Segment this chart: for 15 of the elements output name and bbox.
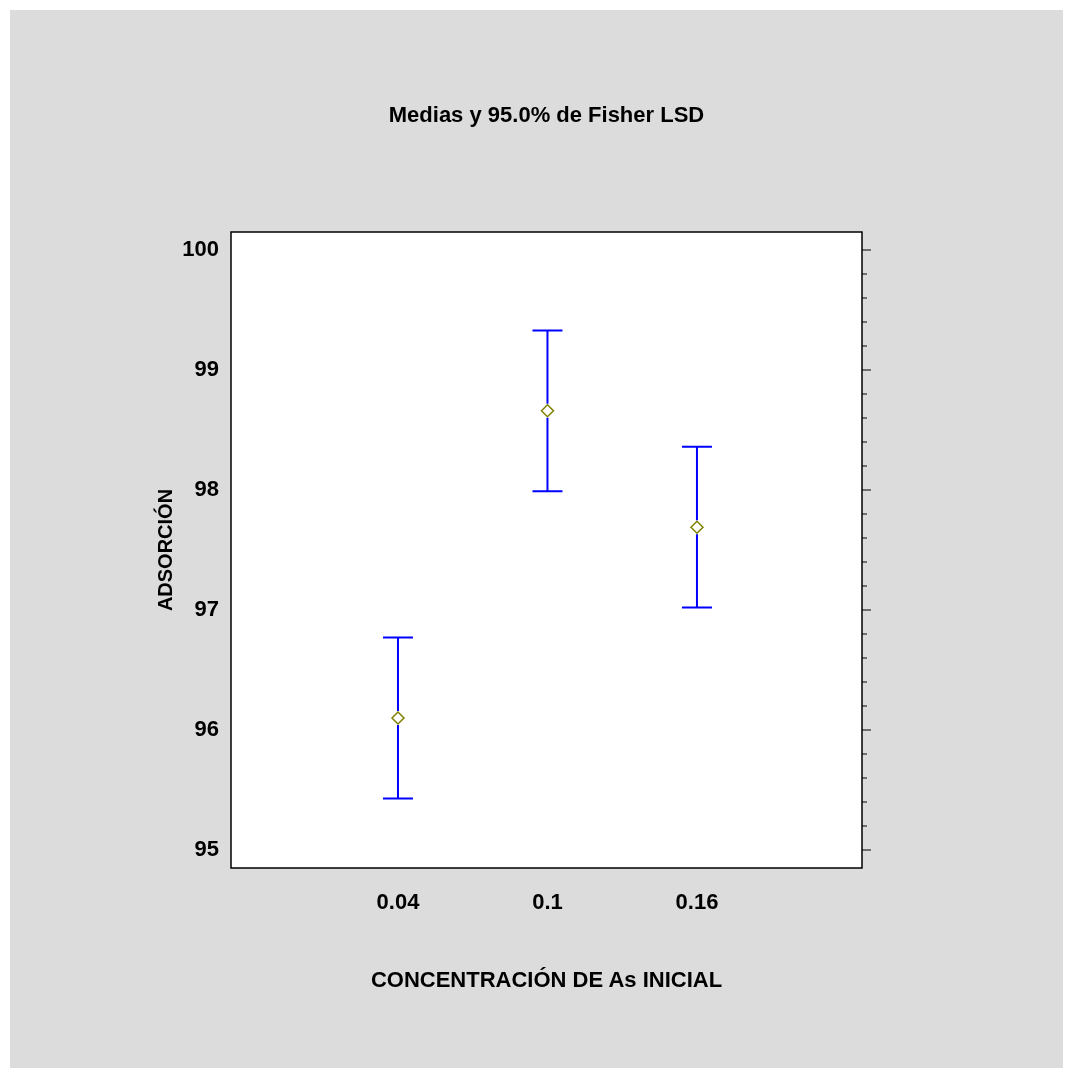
- chart-title: Medias y 95.0% de Fisher LSD: [388, 102, 705, 128]
- point: [690, 520, 704, 534]
- y-tick-label: 96: [194, 716, 219, 742]
- point: [540, 404, 555, 418]
- x-tick-label: 0.1: [532, 889, 563, 915]
- y-axis-title: ADSORCIÓN: [152, 488, 176, 612]
- point: [391, 711, 405, 725]
- y-tick-label: 95: [194, 836, 219, 862]
- y-tick-label: 98: [194, 476, 219, 502]
- y-tick-label: 99: [194, 356, 219, 382]
- y-tick-label: 100: [182, 236, 219, 262]
- x-tick-label: 0.16: [675, 889, 719, 915]
- x-axis-title: CONCENTRACIÓN DE As INICIAL: [370, 966, 723, 992]
- y-tick-label: 97: [194, 596, 219, 622]
- x-tick-label: 0.04: [376, 889, 421, 915]
